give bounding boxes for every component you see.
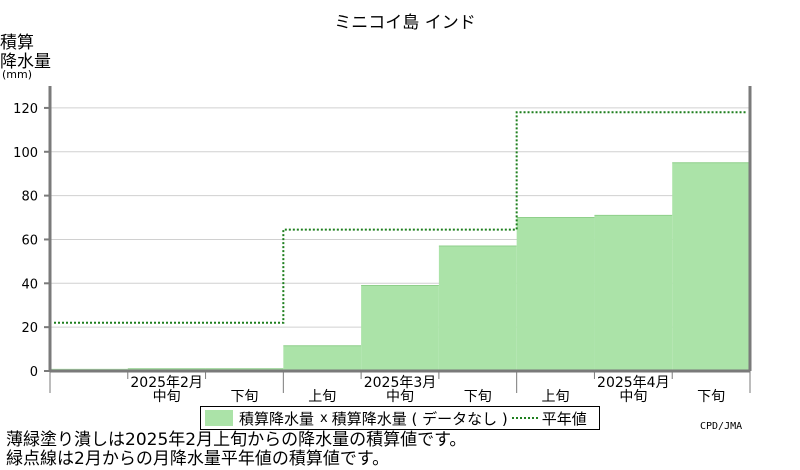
x-tick-label-month: 2025年3月 xyxy=(364,375,437,391)
legend-label-line: 平年値 xyxy=(541,409,587,428)
legend-swatch-fill xyxy=(205,410,233,426)
x-tick-label-month: 2025年2月 xyxy=(130,375,203,391)
y-tick-label: 80 xyxy=(21,190,38,205)
footnote-1: 薄緑塗り潰しは2025年2月上旬からの降水量の積算値です。 xyxy=(6,430,467,450)
legend-label-fill: 積算降水量 xyxy=(239,409,315,428)
y-axis-label-line1: 積算 xyxy=(0,33,34,53)
axes xyxy=(44,86,752,393)
area-step-4 xyxy=(361,285,439,371)
x-tick-label-month: 2025年4月 xyxy=(597,375,670,391)
area-step-6 xyxy=(516,217,595,371)
y-tick-label: 0 xyxy=(30,365,38,380)
x-tick-label-dekad: 下旬 xyxy=(464,389,492,405)
footnote-2: 緑点線は2月からの月降水量平年値の積算値です。 xyxy=(6,449,390,469)
legend-label-x: 積算降水量 ( データなし ) xyxy=(331,409,508,428)
area-step-5 xyxy=(438,246,517,371)
footnotes: 薄緑塗り潰しは2025年2月上旬からの降水量の積算値です。 緑点線は2月からの月… xyxy=(6,431,466,469)
y-tick-label: 40 xyxy=(21,277,38,292)
y-tick-label: 20 xyxy=(21,321,38,336)
x-tick-label-dekad: 中旬 xyxy=(619,389,647,405)
legend: 積算降水量 x 積算降水量 ( データなし ) 平年値 xyxy=(200,406,600,430)
source-credit: CPD/JMA xyxy=(700,421,743,432)
x-tick-label-dekad: 上旬 xyxy=(308,389,336,405)
legend-swatch-dotted-line xyxy=(511,417,538,419)
chart-title: ミニコイ島 インド xyxy=(334,13,475,33)
x-tick-label-dekad: 中旬 xyxy=(386,389,414,405)
y-tick-label: 60 xyxy=(21,233,38,248)
y-axis-unit: (mm) xyxy=(2,68,32,81)
area-step-8 xyxy=(672,162,750,371)
legend-symbol-x: x xyxy=(320,410,328,426)
tick-labels: 0 20 40 60 80 100 120 中旬 下旬 上旬 中旬 下旬 上旬 中旬 下旬 2025年2月 20… xyxy=(13,102,725,405)
accumulated-precip-area xyxy=(50,162,750,371)
x-tick-label-dekad: 下旬 xyxy=(230,389,258,405)
x-tick-label-dekad: 中旬 xyxy=(153,389,181,405)
area-step-7 xyxy=(594,215,673,371)
x-tick-label-dekad: 上旬 xyxy=(542,389,570,405)
area-step-3 xyxy=(283,345,362,371)
y-tick-label: 120 xyxy=(13,102,38,117)
y-axis-label-line2: 降水量 xyxy=(0,52,51,72)
x-tick-label-dekad: 下旬 xyxy=(697,389,725,405)
y-tick-label: 100 xyxy=(13,146,38,161)
